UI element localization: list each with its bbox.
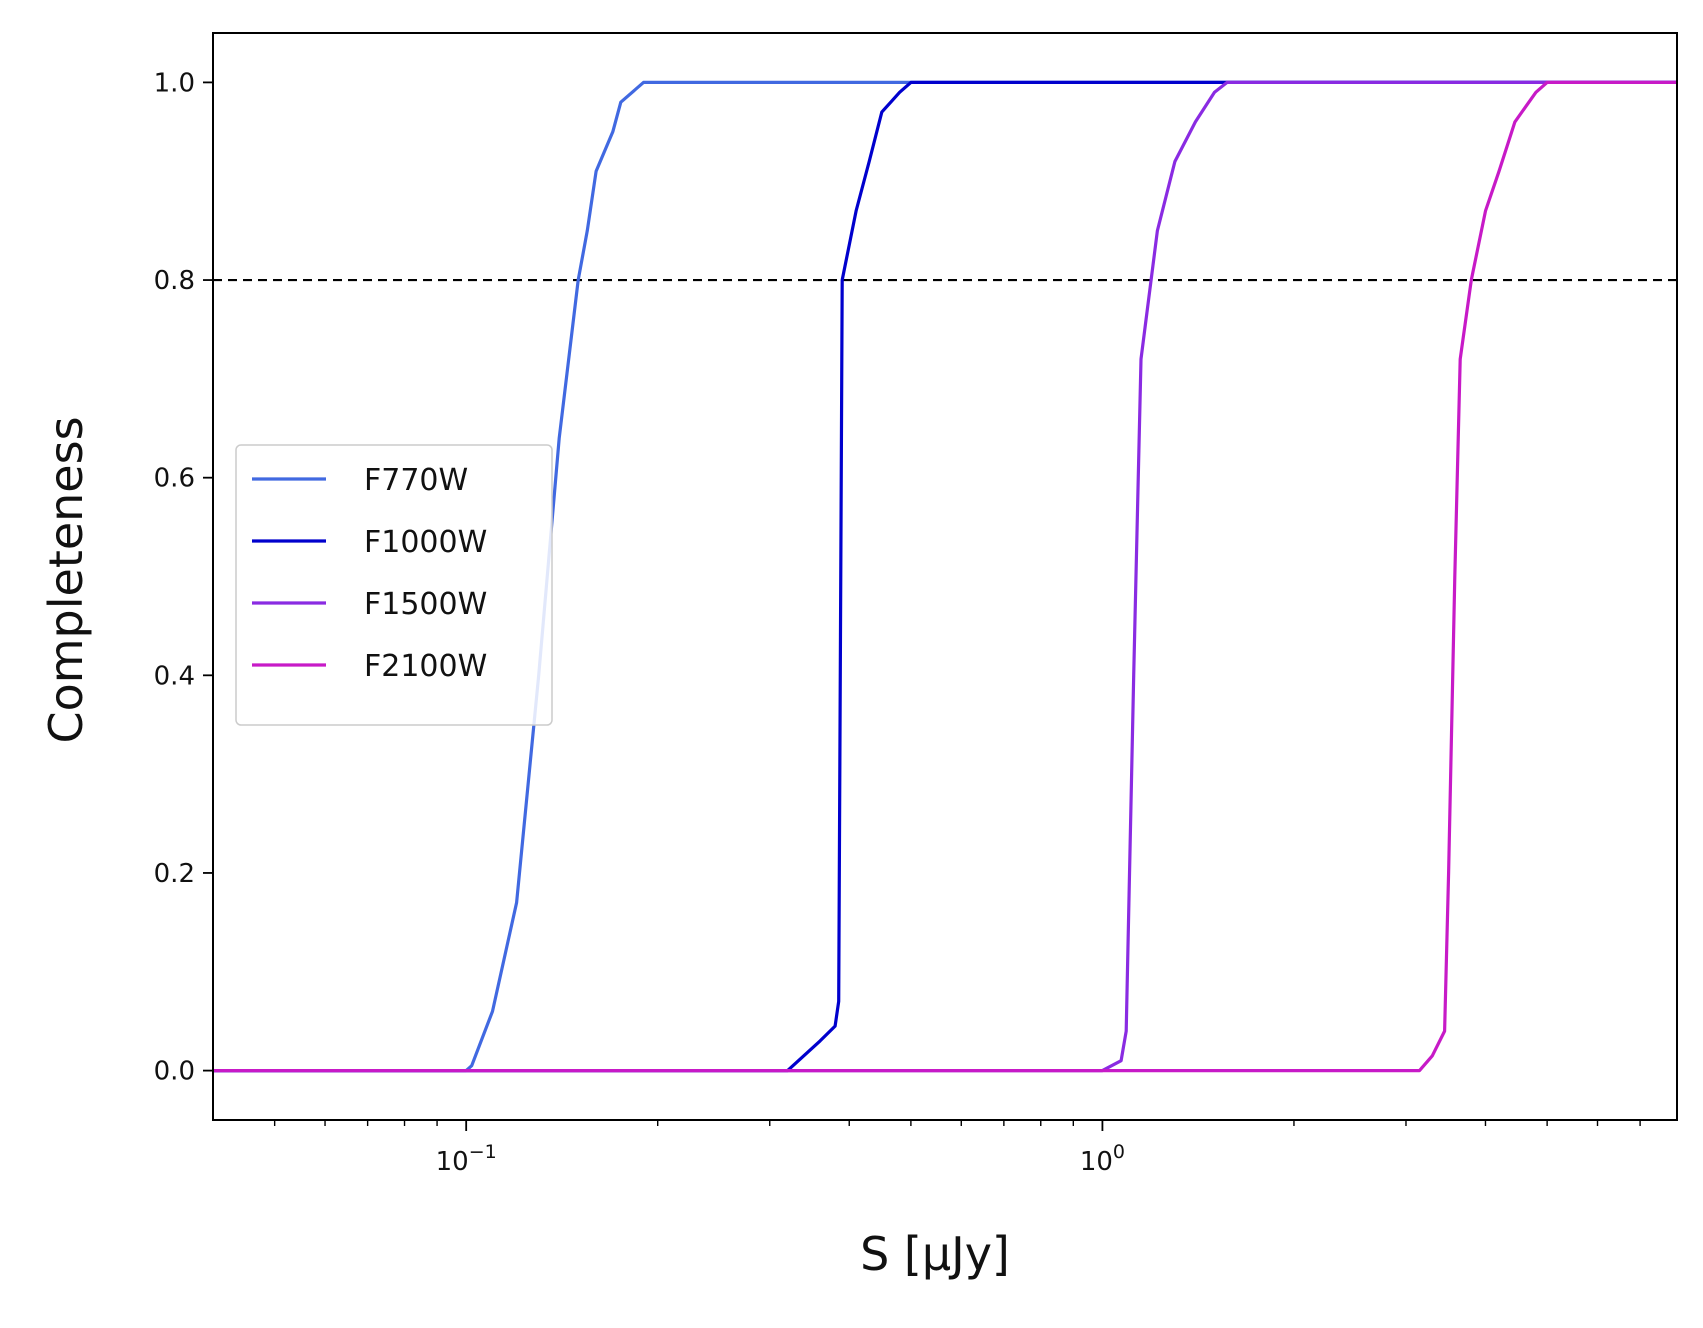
series-layer — [213, 80, 1677, 1073]
legend-label-f1500w: F1500W — [364, 587, 487, 622]
legend-label-f1000w: F1000W — [364, 525, 487, 560]
x-tick-label: 100 — [1080, 1141, 1125, 1177]
x-axis-label: S [μJy] — [860, 1227, 1010, 1281]
y-tick-label: 0.0 — [154, 1057, 195, 1087]
y-tick-label: 1.0 — [154, 68, 195, 98]
plot-frame — [212, 32, 1678, 1121]
axes-layer: 0.0 0.2 0.4 0.6 0.8 1.0 10−1 100 — [154, 32, 1678, 1177]
y-tick-label: 0.8 — [154, 266, 195, 296]
series-line-f1000w — [213, 80, 1677, 1073]
series-line-f2100w — [213, 80, 1677, 1073]
y-tick-label: 0.4 — [154, 661, 195, 691]
x-tick-label: 10−1 — [436, 1141, 497, 1177]
legend-label-f2100w: F2100W — [364, 649, 487, 684]
y-tick-label: 0.2 — [154, 859, 195, 889]
series-line-f770w — [213, 80, 1677, 1073]
legend-label-f770w: F770W — [364, 463, 468, 498]
y-axis-label: Completeness — [39, 416, 93, 743]
legend-box — [235, 444, 553, 726]
y-tick-label: 0.6 — [154, 464, 195, 494]
legend: F770W F1000W F1500W F2100W — [235, 444, 553, 726]
series-line-f1500w — [213, 80, 1677, 1073]
